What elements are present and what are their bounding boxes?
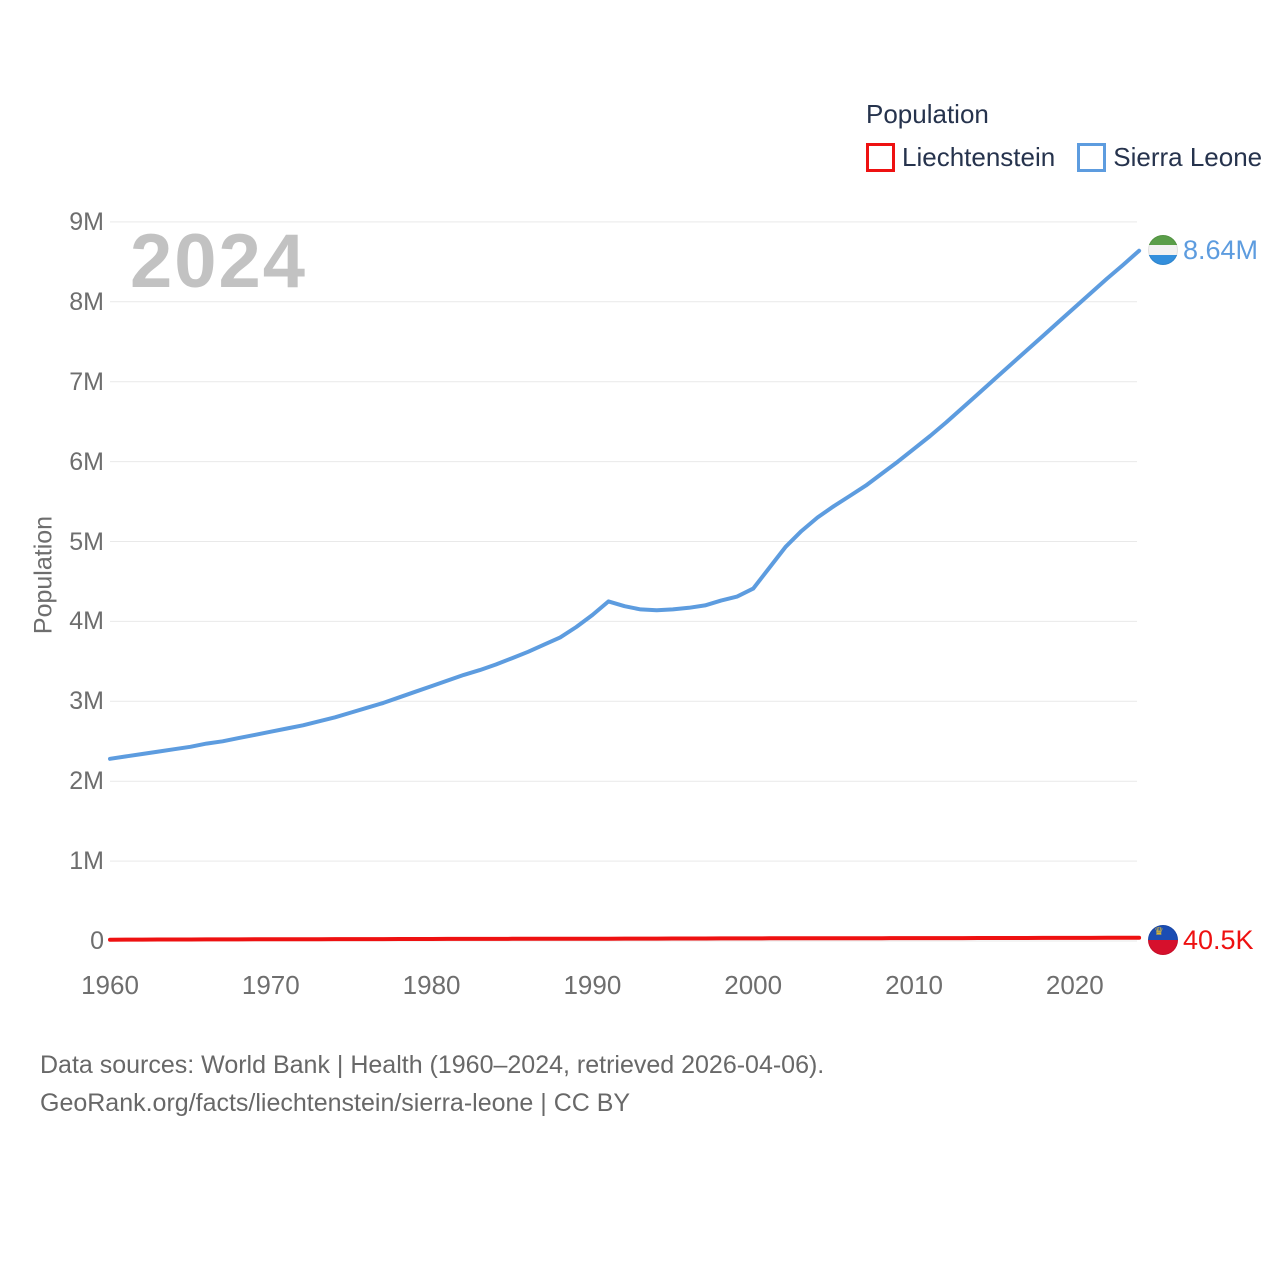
sierra-leone-value-label: 8.64M bbox=[1183, 234, 1259, 265]
y-tick-label: 6M bbox=[69, 447, 104, 476]
crown-icon: ♛ bbox=[1154, 925, 1164, 938]
legend-title: Population bbox=[866, 99, 989, 129]
y-tick-label: 7M bbox=[69, 367, 104, 396]
plot-area bbox=[108, 221, 1142, 942]
y-tick-label: 9M bbox=[69, 207, 104, 236]
legend-item-sierra-leone[interactable]: Sierra Leone bbox=[1077, 142, 1262, 173]
legend-items: Liechtenstein Sierra Leone bbox=[866, 142, 1262, 173]
sierra-leone-line[interactable] bbox=[108, 248, 1142, 761]
gridlines bbox=[110, 221, 1137, 942]
legend-item-label: Sierra Leone bbox=[1113, 142, 1263, 172]
x-tick-label: 2010 bbox=[885, 970, 943, 1000]
footer: Data sources: World Bank | Health (1960–… bbox=[40, 1046, 824, 1122]
footer-data-sources: Data sources: World Bank | Health (1960–… bbox=[40, 1051, 825, 1079]
liechtenstein-end-label: ♛ 40.5K bbox=[1148, 923, 1254, 957]
y-tick-label: 8M bbox=[69, 287, 104, 316]
sierra-leone-flag-icon bbox=[1148, 235, 1178, 265]
x-tick-label: 1990 bbox=[563, 970, 622, 1000]
liechtenstein-flag-icon: ♛ bbox=[1148, 925, 1178, 955]
footer-attribution: GeoRank.org/facts/liechtenstein/sierra-l… bbox=[40, 1089, 631, 1117]
liechtenstein-value-label: 40.5K bbox=[1183, 924, 1254, 955]
liechtenstein-line[interactable] bbox=[108, 935, 1142, 942]
x-tick-label: 2000 bbox=[724, 970, 783, 1000]
x-tick-label: 1980 bbox=[402, 970, 461, 1000]
x-tick-label: 1970 bbox=[241, 970, 300, 1000]
legend: Population Liechtenstein Sierra Leone bbox=[866, 99, 1262, 173]
sierra-leone-end-label: 8.64M bbox=[1148, 233, 1258, 267]
year-watermark: 2024 bbox=[130, 219, 308, 304]
y-tick-label: 4M bbox=[69, 607, 104, 636]
y-tick-label: 0 bbox=[90, 927, 104, 955]
y-tick-label: 5M bbox=[69, 527, 104, 556]
sierra-leone-swatch-icon bbox=[1077, 143, 1107, 172]
y-tick-label: 3M bbox=[69, 687, 104, 716]
liechtenstein-swatch-icon bbox=[866, 143, 895, 172]
x-tick-label: 2020 bbox=[1045, 970, 1104, 1000]
y-tick-label: 2M bbox=[69, 767, 104, 796]
legend-item-liechtenstein[interactable]: Liechtenstein bbox=[866, 142, 1055, 173]
x-tick-label: 1960 bbox=[81, 970, 139, 1000]
legend-item-label: Liechtenstein bbox=[902, 142, 1056, 172]
y-tick-label: 1M bbox=[69, 847, 104, 876]
